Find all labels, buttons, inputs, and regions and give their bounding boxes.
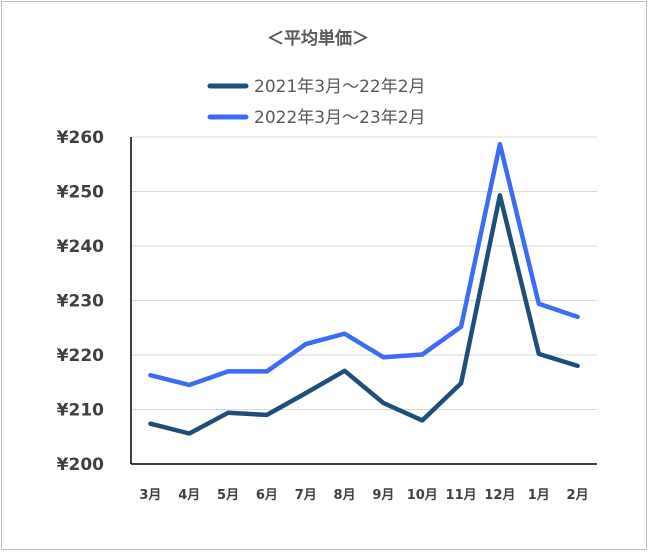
legend: 2021年3月～22年2月 2022年3月～23年2月 (207, 77, 426, 128)
x-tick-label: 10月 (407, 488, 438, 503)
series-line-1 (148, 193, 580, 436)
x-tick-label: 9月 (372, 488, 394, 503)
x-tick-label: 7月 (295, 488, 317, 503)
legend-label-series-1: 2021年3月～22年2月 (254, 77, 426, 97)
y-tick-label: ¥260 (57, 128, 104, 148)
x-tick-label: 1月 (528, 488, 550, 503)
x-tick-label: 11月 (446, 488, 477, 503)
y-tick-label: ¥200 (57, 455, 104, 475)
x-tick-label: 5月 (217, 488, 239, 503)
x-tick-label: 2月 (567, 488, 589, 503)
gridlines (131, 136, 597, 410)
y-tick-label: ¥210 (57, 401, 104, 421)
x-tick-label: 6月 (256, 488, 278, 503)
y-tick-label: ¥250 (57, 183, 104, 203)
x-tick-label: 3月 (139, 488, 161, 503)
y-axis-ticks: ¥200 ¥210 ¥220 ¥230 ¥240 ¥250 ¥260 (57, 128, 104, 475)
series-line-2 (148, 141, 580, 388)
legend-label-series-2: 2022年3月～23年2月 (254, 108, 426, 128)
x-tick-label: 12月 (484, 488, 515, 503)
y-tick-label: ¥220 (57, 346, 104, 366)
axes (130, 137, 597, 465)
chart-title: ＜平均単価＞ (267, 28, 369, 49)
x-tick-label: 4月 (178, 488, 200, 503)
series-lines (148, 141, 580, 436)
y-tick-label: ¥230 (57, 292, 104, 312)
x-axis-ticks: 3月 4月 5月 6月 7月 8月 9月 10月 11月 12月 1月 2月 (139, 488, 588, 503)
x-tick-label: 8月 (334, 488, 356, 503)
y-tick-label: ¥240 (57, 237, 104, 257)
